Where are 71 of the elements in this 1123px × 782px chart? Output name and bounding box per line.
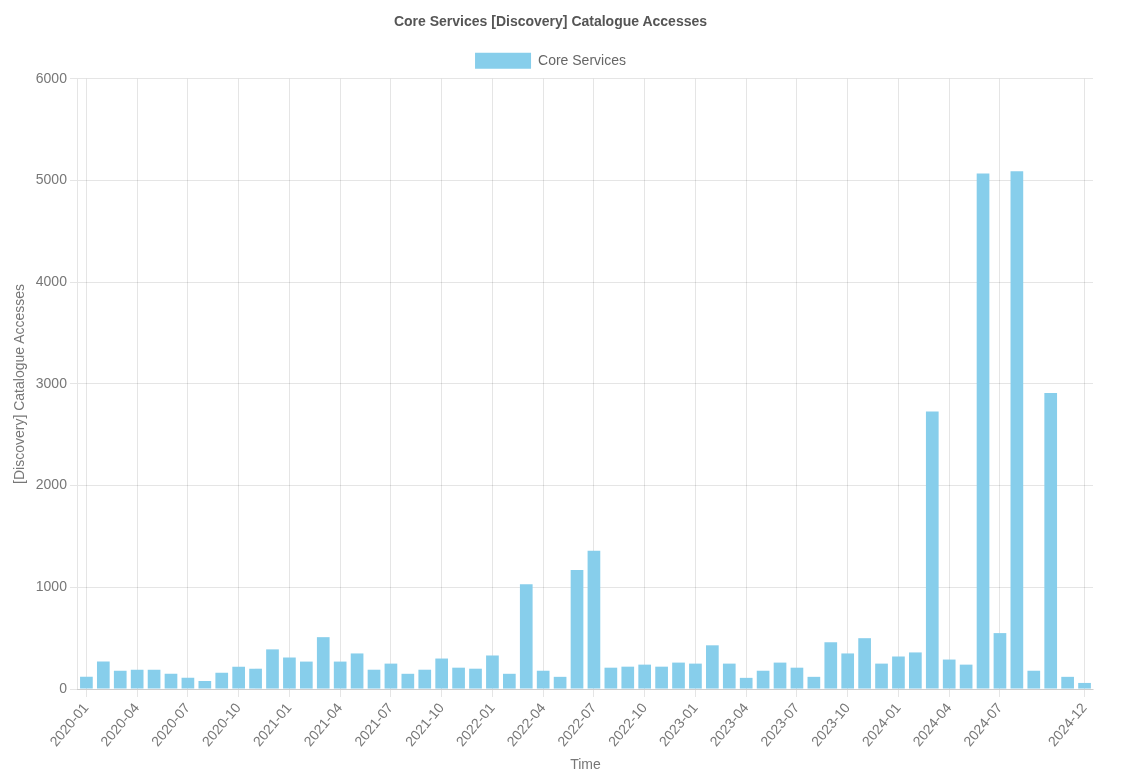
bar [503, 673, 516, 689]
bar [1044, 393, 1058, 689]
bar [469, 668, 482, 689]
bar [790, 667, 804, 689]
y-tick-label: 3000 [35, 374, 68, 391]
bar [976, 173, 990, 689]
y-axis-title: [Discovery] Catalogue Accesses [11, 283, 28, 484]
bar [435, 658, 449, 689]
bar [1027, 670, 1041, 689]
bar [959, 664, 973, 689]
bar [350, 653, 364, 689]
bar [147, 669, 161, 689]
bar [672, 662, 685, 689]
bar [689, 663, 702, 689]
y-tick-label: 4000 [35, 273, 68, 290]
bar [841, 653, 855, 689]
bar [638, 664, 652, 689]
y-tick-label: 6000 [35, 69, 68, 86]
bar [892, 656, 905, 689]
y-tick-label: 2000 [35, 476, 68, 493]
y-tick-label: 5000 [35, 171, 68, 188]
bar [553, 676, 567, 689]
bar [452, 667, 465, 689]
bar [756, 670, 770, 689]
bar [486, 655, 499, 689]
bar [113, 670, 127, 689]
bar [925, 411, 939, 689]
bar [418, 669, 432, 689]
bar [909, 652, 922, 689]
bar [858, 638, 871, 689]
bar [181, 677, 195, 689]
bar [164, 673, 178, 689]
bar [519, 584, 533, 689]
bar [993, 633, 1007, 689]
bar [96, 661, 110, 689]
y-tick-label: 1000 [35, 578, 68, 595]
bar [367, 669, 381, 689]
y-tick-label: 0 [59, 679, 68, 696]
legend-label: Core Services [538, 51, 626, 68]
chart-title: Core Services [Discovery] Catalogue Accesses [393, 13, 708, 30]
bar [773, 662, 787, 689]
bar [722, 663, 736, 689]
bar [198, 680, 212, 689]
bar [587, 550, 601, 689]
bar [739, 677, 753, 689]
bar [1010, 171, 1024, 689]
bar [80, 676, 93, 689]
bar [299, 661, 313, 689]
bar [316, 637, 330, 689]
bar [706, 645, 719, 689]
bar [621, 666, 635, 689]
bar [1078, 682, 1091, 689]
bar [570, 570, 584, 689]
bar [283, 657, 296, 689]
bar [875, 663, 888, 689]
bar [942, 659, 956, 689]
bar [266, 649, 279, 689]
bar [807, 676, 821, 689]
bar [536, 670, 550, 689]
bar [655, 666, 668, 689]
bar [333, 661, 347, 689]
bar [1061, 676, 1074, 689]
bar [130, 669, 144, 689]
bar [824, 642, 838, 689]
bar [249, 668, 262, 689]
bar [215, 672, 229, 689]
bar [384, 663, 398, 689]
bar [401, 673, 415, 689]
bar [604, 667, 618, 689]
bar [232, 666, 246, 689]
x-axis-title: Time [570, 756, 601, 773]
